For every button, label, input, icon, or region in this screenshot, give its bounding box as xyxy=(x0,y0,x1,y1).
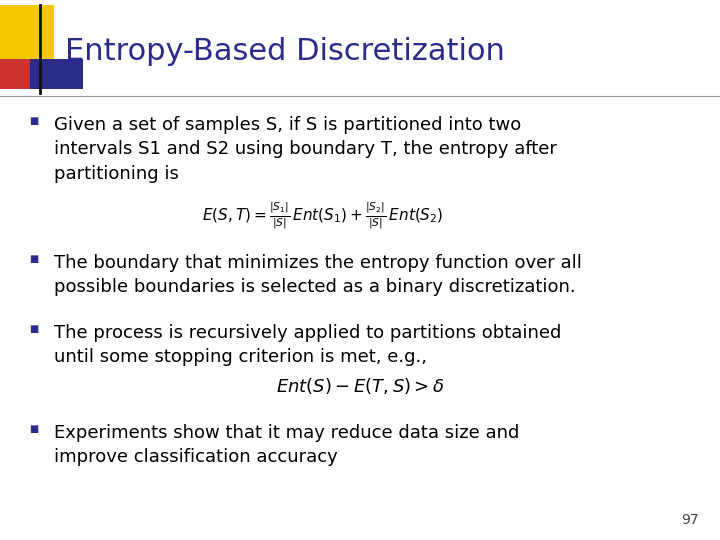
Text: ■: ■ xyxy=(29,424,38,434)
Text: ■: ■ xyxy=(29,116,38,126)
Text: Entropy-Based Discretization: Entropy-Based Discretization xyxy=(65,37,505,66)
Text: ■: ■ xyxy=(29,324,38,334)
Text: The process is recursively applied to partitions obtained
until some stopping cr: The process is recursively applied to pa… xyxy=(54,324,562,366)
Text: $E(S,T) = \frac{|S_1|}{|S|}\,Ent(S_1) + \frac{|S_2|}{|S|}\,Ent(S_2)$: $E(S,T) = \frac{|S_1|}{|S|}\,Ent(S_1) + … xyxy=(202,201,443,231)
Bar xyxy=(0,5,54,68)
Bar xyxy=(0,59,83,89)
Bar xyxy=(0,59,30,89)
Text: 97: 97 xyxy=(681,512,698,526)
Text: The boundary that minimizes the entropy function over all
possible boundaries is: The boundary that minimizes the entropy … xyxy=(54,254,582,296)
Text: Experiments show that it may reduce data size and
improve classification accurac: Experiments show that it may reduce data… xyxy=(54,424,519,466)
Text: Given a set of samples S, if S is partitioned into two
intervals S1 and S2 using: Given a set of samples S, if S is partit… xyxy=(54,116,557,183)
Text: $Ent(S) - E(T,S) > \delta$: $Ent(S) - E(T,S) > \delta$ xyxy=(276,376,444,396)
Text: ■: ■ xyxy=(29,254,38,264)
